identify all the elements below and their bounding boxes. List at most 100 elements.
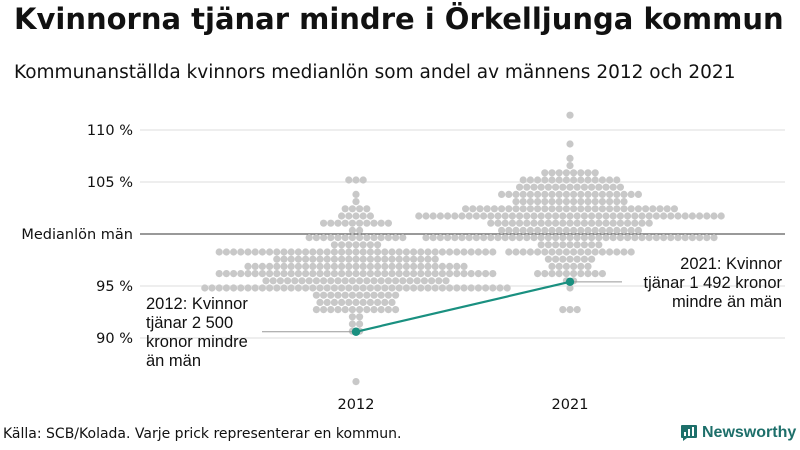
- municipality-dot: [570, 198, 578, 206]
- municipality-dot: [345, 284, 353, 292]
- municipality-dot: [330, 270, 338, 278]
- municipality-dot: [465, 212, 473, 220]
- municipality-dot: [570, 226, 578, 234]
- municipality-dot: [359, 284, 367, 292]
- municipality-dot: [562, 226, 571, 234]
- municipality-dot: [620, 205, 628, 213]
- municipality-dot: [352, 241, 360, 249]
- municipality-dot: [348, 226, 356, 234]
- municipality-dot: [215, 270, 223, 278]
- municipality-dot: [591, 198, 599, 206]
- municipality-dot: [399, 234, 407, 242]
- annotation-2012: 2012: Kvinnor tjänar 2 500 kronor mindre…: [146, 295, 248, 370]
- municipality-dot: [208, 284, 216, 292]
- municipality-dot: [588, 255, 596, 263]
- municipality-dot: [356, 219, 364, 227]
- municipality-dot: [559, 306, 567, 314]
- municipality-dot: [395, 248, 403, 256]
- municipality-dot: [384, 219, 392, 227]
- municipality-dot: [377, 234, 385, 242]
- municipality-dot: [352, 262, 360, 270]
- municipality-dot: [606, 226, 614, 234]
- municipality-dot: [352, 298, 360, 306]
- municipality-dot: [530, 212, 538, 220]
- municipality-dot: [230, 270, 238, 278]
- municipality-dot: [431, 262, 439, 270]
- municipality-dot: [584, 262, 592, 270]
- municipality-dot: [667, 234, 675, 242]
- municipality-dot: [573, 212, 581, 220]
- municipality-dot: [584, 198, 592, 206]
- municipality-dot: [327, 234, 335, 242]
- municipality-dot: [374, 241, 382, 249]
- annotation-leaders: [262, 281, 622, 333]
- municipality-dot: [598, 248, 607, 256]
- municipality-dot: [280, 248, 288, 256]
- municipality-dot: [388, 284, 396, 292]
- municipality-dot: [291, 277, 299, 285]
- municipality-dot: [523, 212, 531, 220]
- municipality-dot: [562, 248, 571, 256]
- municipality-dot: [559, 219, 567, 227]
- municipality-dot: [577, 190, 585, 198]
- municipality-dot: [602, 219, 610, 227]
- municipality-dot: [294, 262, 302, 270]
- municipality-dot: [341, 234, 349, 242]
- municipality-dot: [688, 212, 697, 220]
- municipality-dot: [494, 234, 502, 242]
- municipality-dot: [606, 248, 614, 256]
- municipality-dot: [584, 205, 592, 213]
- municipality-dot: [530, 183, 538, 191]
- municipality-dot: [566, 140, 574, 148]
- municipality-dot: [584, 270, 592, 278]
- municipality-dot: [410, 255, 418, 263]
- municipality-dot: [544, 241, 553, 249]
- brand-name: Newsworthy: [702, 424, 797, 441]
- chart-title: Kvinnorna tjänar mindre i Örkelljunga ko…: [14, 2, 784, 36]
- municipality-dot: [341, 306, 349, 314]
- municipality-dot: [323, 298, 331, 306]
- y-tick-label: 105 %: [87, 175, 133, 191]
- municipality-dot: [490, 205, 498, 213]
- y-tick-label: 95 %: [96, 279, 133, 295]
- municipality-dot: [345, 255, 353, 263]
- municipality-dot: [552, 212, 560, 220]
- brand-logo[interactable]: Newsworthy: [680, 424, 796, 442]
- municipality-dot: [338, 298, 346, 306]
- municipality-dot: [559, 241, 567, 249]
- municipality-dot: [703, 234, 711, 242]
- municipality-dot: [417, 255, 425, 263]
- municipality-dot: [595, 241, 603, 249]
- municipality-dot: [606, 176, 614, 184]
- municipality-dot: [309, 262, 317, 270]
- municipality-dot: [573, 183, 581, 191]
- municipality-dot: [474, 248, 482, 256]
- municipality-dot: [402, 270, 410, 278]
- municipality-dot: [356, 291, 364, 299]
- municipality-dot: [494, 219, 502, 227]
- municipality-dot: [359, 176, 367, 184]
- municipality-dot: [287, 270, 295, 278]
- municipality-dot: [501, 219, 509, 227]
- municipality-dot: [627, 226, 635, 234]
- municipality-dot: [577, 205, 585, 213]
- municipality-dot: [377, 219, 385, 227]
- municipality-dot: [526, 248, 535, 256]
- municipality-dot: [624, 234, 632, 242]
- municipality-dot: [338, 284, 346, 292]
- municipality-dot: [460, 262, 468, 270]
- municipality-dot: [505, 205, 513, 213]
- municipality-dot: [280, 270, 288, 278]
- municipality-dot: [606, 198, 614, 206]
- municipality-dot: [696, 212, 704, 220]
- municipality-dot: [512, 190, 520, 198]
- highlight-point: [351, 327, 361, 336]
- municipality-dot: [562, 169, 571, 177]
- municipality-dot: [566, 241, 574, 249]
- municipality-dot: [717, 212, 725, 220]
- municipality-dot: [374, 284, 382, 292]
- municipality-dot: [284, 277, 292, 285]
- municipality-dot: [327, 219, 335, 227]
- municipality-dot: [555, 205, 563, 213]
- municipality-dot: [338, 241, 346, 249]
